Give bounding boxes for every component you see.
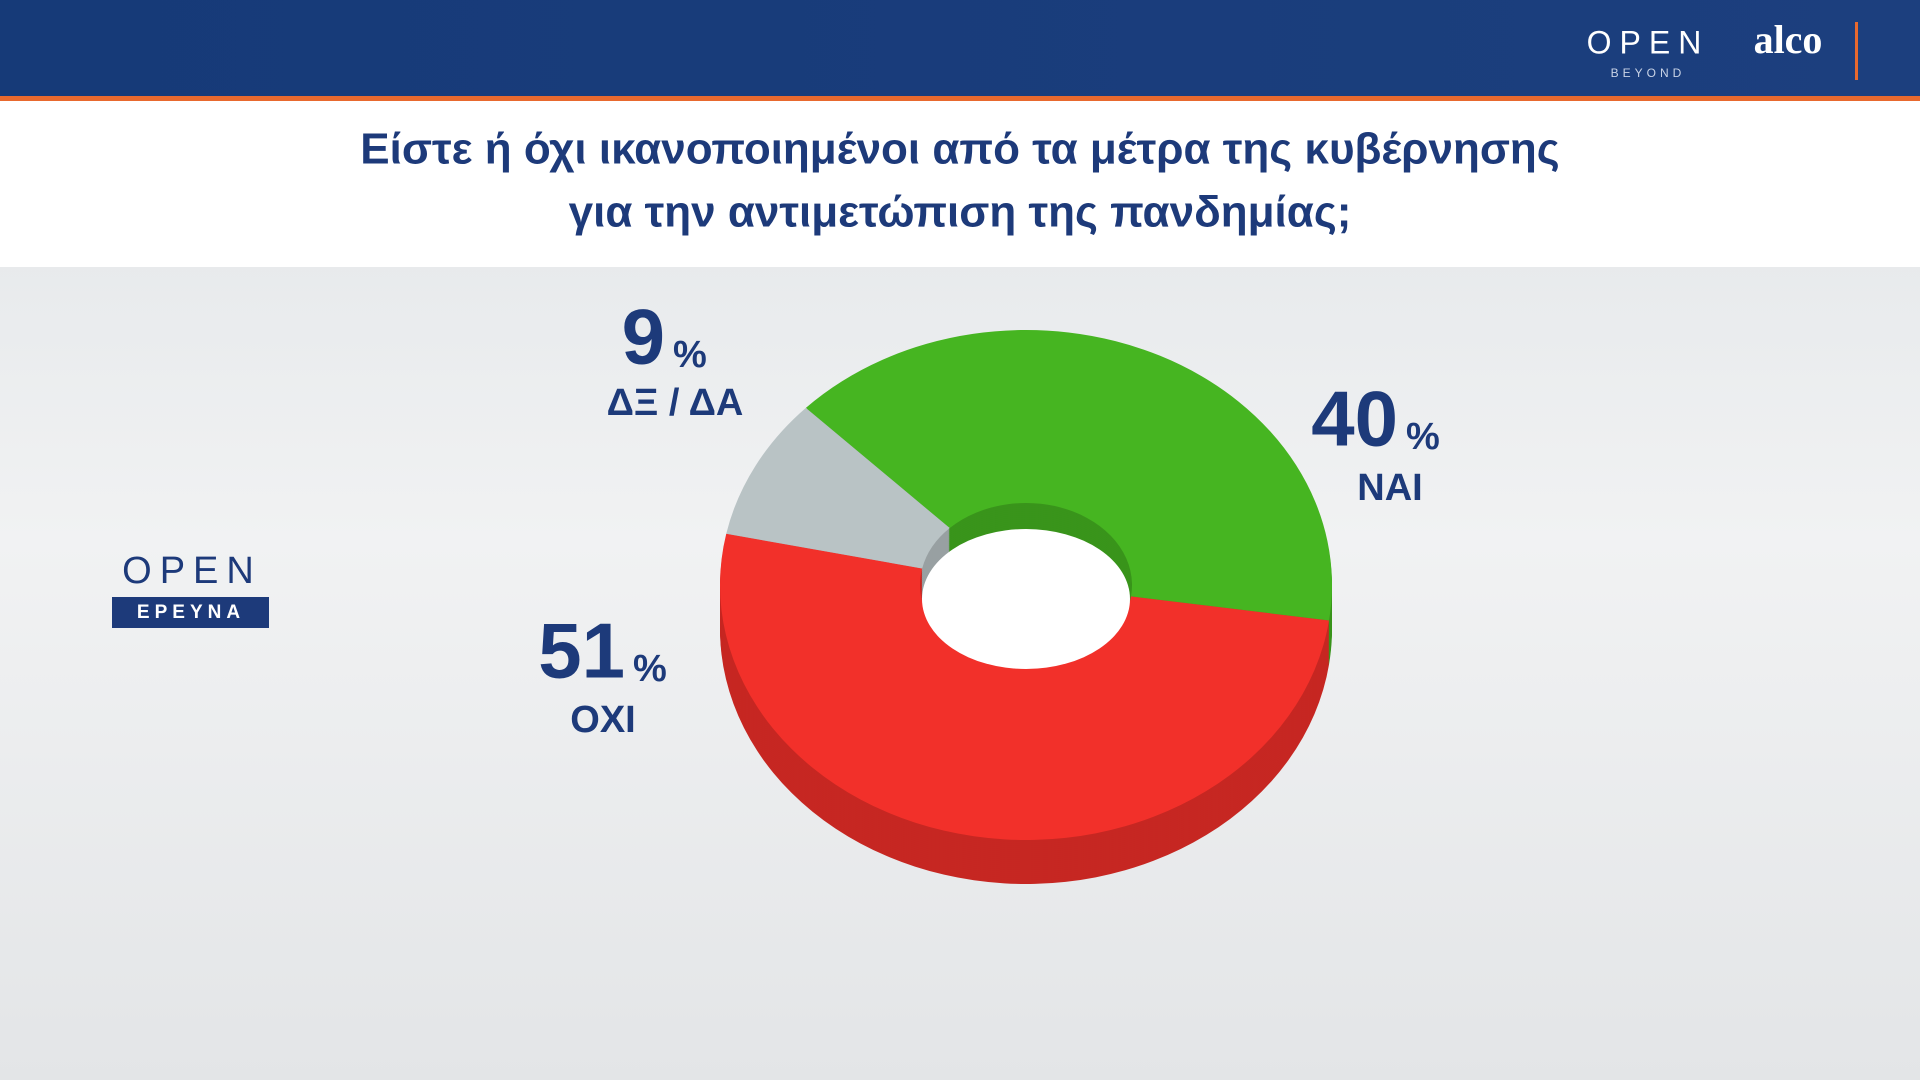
slice xyxy=(719,533,1330,841)
chart-title: Είστε ή όχι ικανοποιημένοι από τα μέτρα … xyxy=(360,125,1559,174)
value-unit: % xyxy=(633,648,667,690)
slice xyxy=(726,407,950,569)
logo-beyond: BEYOND xyxy=(1611,66,1686,80)
value-label: 40 xyxy=(1311,375,1398,463)
logo-divider xyxy=(1855,22,1858,80)
header-stripe xyxy=(0,96,1920,101)
category-label: ΟΧΙ xyxy=(570,699,635,741)
value-unit: % xyxy=(1406,416,1440,458)
value-unit: % xyxy=(673,334,707,376)
chart-title: για την αντιμετώπιση της πανδημίας; xyxy=(569,188,1352,237)
logo-open: OPEN xyxy=(1587,24,1710,60)
category-label: ΝΑΙ xyxy=(1357,467,1422,509)
title-area xyxy=(0,101,1920,267)
value-label: 9 xyxy=(622,293,665,381)
header-bar xyxy=(0,0,1920,96)
logo-research-box xyxy=(112,597,269,628)
slice xyxy=(805,330,1332,621)
value-label: 51 xyxy=(538,607,625,695)
logo-open-side: OPEN xyxy=(122,550,262,592)
category-label: ΔΞ / ΔΑ xyxy=(607,382,744,424)
logo-research: ΕΡΕΥΝΑ xyxy=(137,602,245,623)
donut-hole xyxy=(922,529,1130,669)
logo-alco: alco xyxy=(1754,17,1823,62)
